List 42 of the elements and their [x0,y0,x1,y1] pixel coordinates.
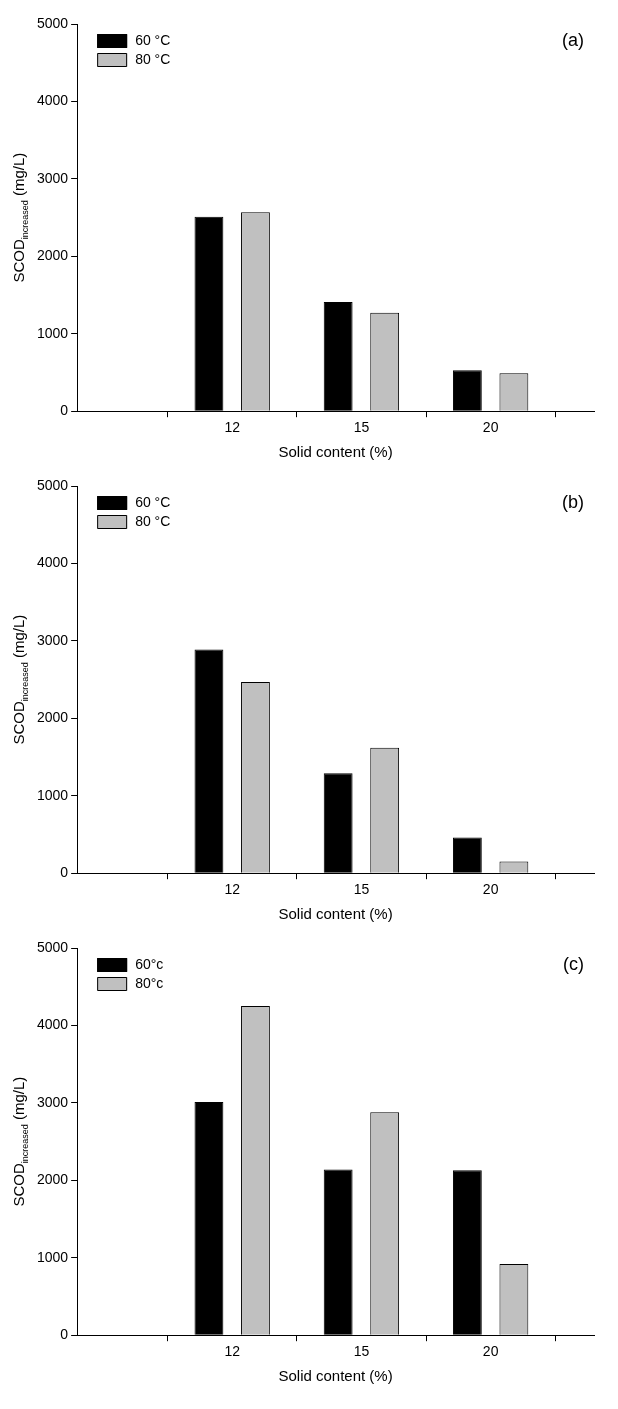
x-tick-label: 20 [482,419,499,436]
annotation: (b) [562,491,584,512]
y-tick-label: 2000 [36,1171,69,1188]
y-tick-label: 4000 [36,92,69,109]
y-tick-label: 1000 [36,1248,69,1265]
x-tick-label: 15 [353,419,370,436]
x-tick-label: 12 [224,881,241,898]
y-axis-title: SCODincreased (mg/L) [10,152,30,283]
legend-label: 80 °C [135,512,171,529]
legend-label: 60 °C [135,493,171,510]
y-tick-label: 4000 [36,1016,69,1033]
x-axis-title: Solid content (%) [278,905,393,923]
y-tick-label: 3000 [36,1093,69,1110]
x-tick-label: 20 [482,1343,499,1360]
y-tick-label: 5000 [36,938,69,955]
x-tick-label: 15 [353,881,370,898]
x-tick-label: 15 [353,1343,370,1360]
y-tick-label: 0 [60,864,69,881]
legend-label: 80 °C [135,50,171,67]
y-tick-label: 1000 [36,324,69,341]
legend-label: 80°c [135,974,164,991]
y-tick-label: 5000 [36,476,69,493]
x-axis-title: Solid content (%) [278,1367,393,1385]
annotation: (c) [563,953,584,974]
y-tick-label: 2000 [36,709,69,726]
y-axis-title: SCODincreased (mg/L) [10,1076,30,1207]
x-tick-label: 12 [224,1343,241,1360]
y-axis-title: SCODincreased (mg/L) [10,614,30,745]
y-tick-label: 0 [60,1326,69,1343]
x-tick-label: 12 [224,419,241,436]
y-tick-label: 4000 [36,554,69,571]
y-tick-label: 2000 [36,247,69,264]
legend-label: 60 °C [135,31,171,48]
legend-label: 60°c [135,955,164,972]
y-tick-label: 5000 [36,14,69,31]
y-tick-label: 0 [60,402,69,419]
y-tick-label: 3000 [36,631,69,648]
x-tick-label: 20 [482,881,499,898]
y-tick-label: 3000 [36,169,69,186]
x-axis-title: Solid content (%) [278,443,393,461]
annotation: (a) [562,29,584,50]
y-tick-label: 1000 [36,786,69,803]
